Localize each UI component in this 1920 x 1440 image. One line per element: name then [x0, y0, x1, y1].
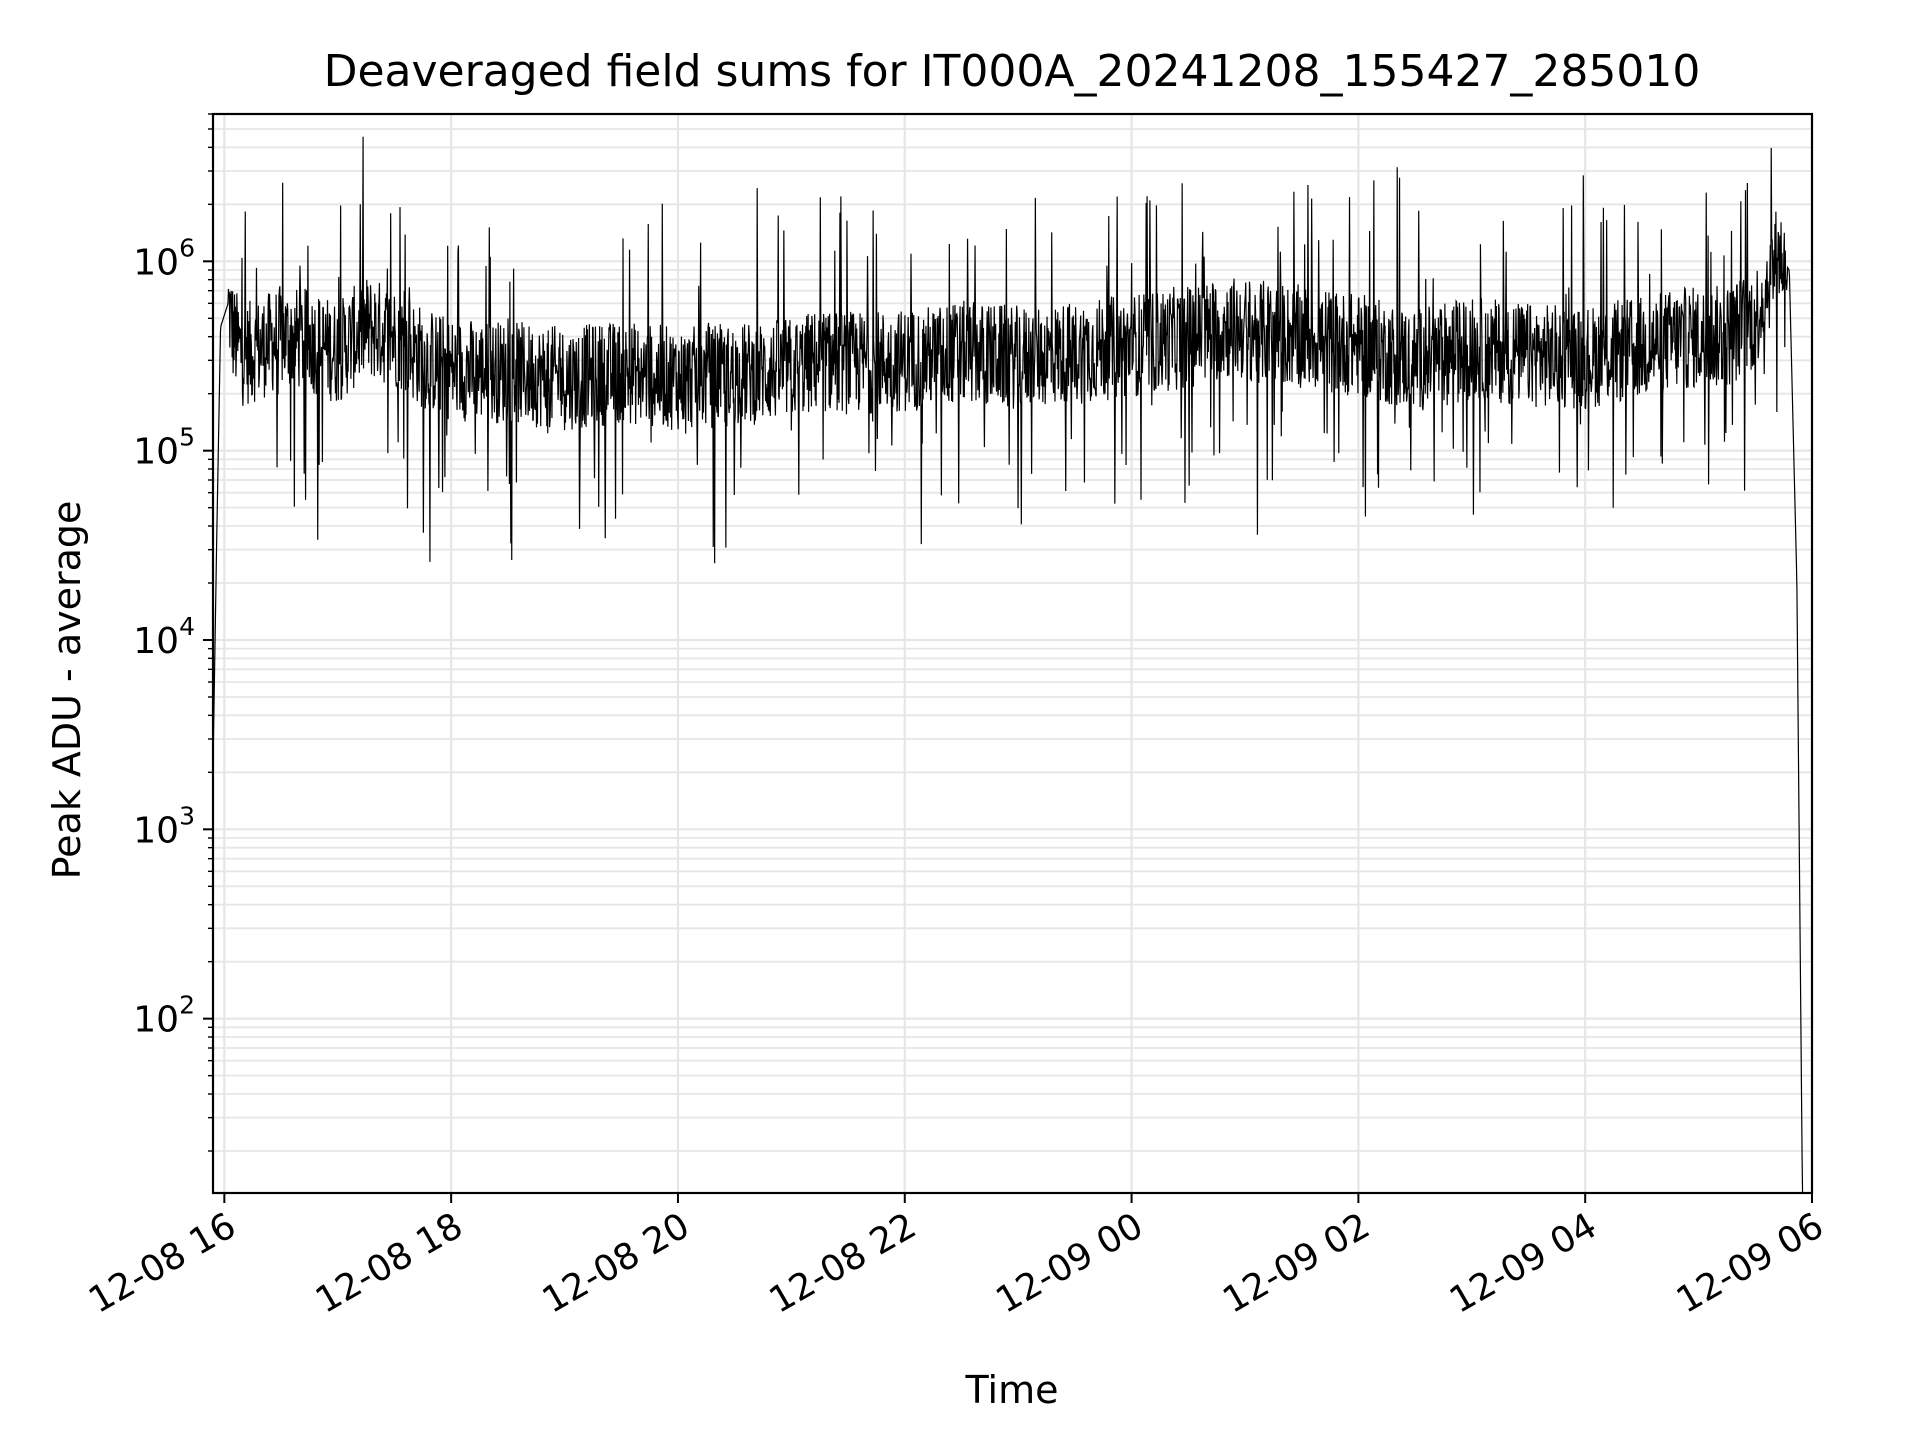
y-axis-label: Peak ADU - average: [45, 501, 89, 880]
x-axis-label: Time: [965, 1368, 1059, 1412]
x-tick-label: 12-09 06: [1670, 1205, 1831, 1321]
x-tick-label: 12-08 20: [536, 1205, 697, 1321]
x-tick-label: 12-09 04: [1443, 1205, 1604, 1321]
y-tick-label: 103: [133, 801, 195, 851]
x-tick-label: 12-08 18: [309, 1205, 470, 1321]
series-line: [212, 136, 1804, 1194]
x-tick-label: 12-09 00: [989, 1205, 1150, 1321]
x-tick-label: 12-08 16: [82, 1205, 243, 1321]
chart-title: Deaveraged field sums for IT000A_2024120…: [324, 46, 1701, 97]
y-tick-label: 104: [133, 612, 195, 662]
x-tick-label: 12-08 22: [763, 1205, 924, 1321]
y-tick-label: 102: [133, 991, 195, 1041]
y-tick-label: 106: [133, 233, 195, 283]
y-tick-label: 105: [133, 423, 195, 473]
x-tick-label: 12-09 02: [1216, 1205, 1377, 1321]
series-layer: [212, 136, 1804, 1194]
plot-frame: [211, 112, 1814, 1195]
